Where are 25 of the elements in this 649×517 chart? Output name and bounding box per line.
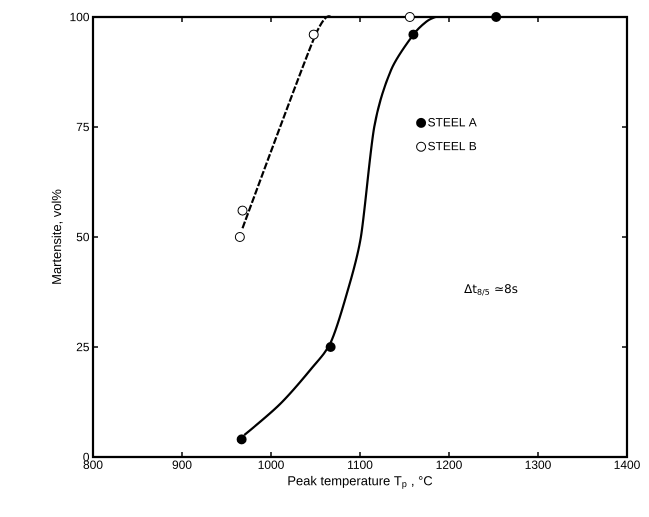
point: [236, 434, 247, 444]
legend-label: STEEL A: [428, 118, 477, 126]
x-tick-label: 1400: [614, 460, 640, 469]
x-axis-title: Peak temperature T$_{p}$ , °C: [288, 476, 432, 489]
point: [408, 30, 418, 40]
x-tick-label: 1000: [258, 460, 284, 469]
x-tick-label: 900: [172, 460, 192, 469]
y-axis-title: Martensite, vol%: [52, 190, 63, 284]
y-tick-label: 100: [70, 12, 90, 22]
point: [404, 12, 415, 22]
y-tick-label: 0: [83, 452, 90, 462]
x-tick-label: 800: [84, 460, 103, 469]
legend-label: STEEL B: [428, 142, 476, 150]
x-tick-label: 1300: [526, 460, 551, 469]
y-tick-label: 25: [76, 342, 89, 352]
annotation: Δt$_{8/5}$ ≃8s: [464, 284, 518, 296]
point: [238, 206, 248, 216]
x-tick-label: 1200: [436, 460, 462, 469]
point: [234, 232, 245, 242]
x-tick-label: 1100: [348, 460, 372, 469]
point: [491, 12, 502, 22]
point: [326, 342, 336, 352]
y-tick-label: 75: [76, 122, 89, 132]
point: [308, 30, 319, 40]
y-tick-label: 50: [76, 232, 90, 242]
